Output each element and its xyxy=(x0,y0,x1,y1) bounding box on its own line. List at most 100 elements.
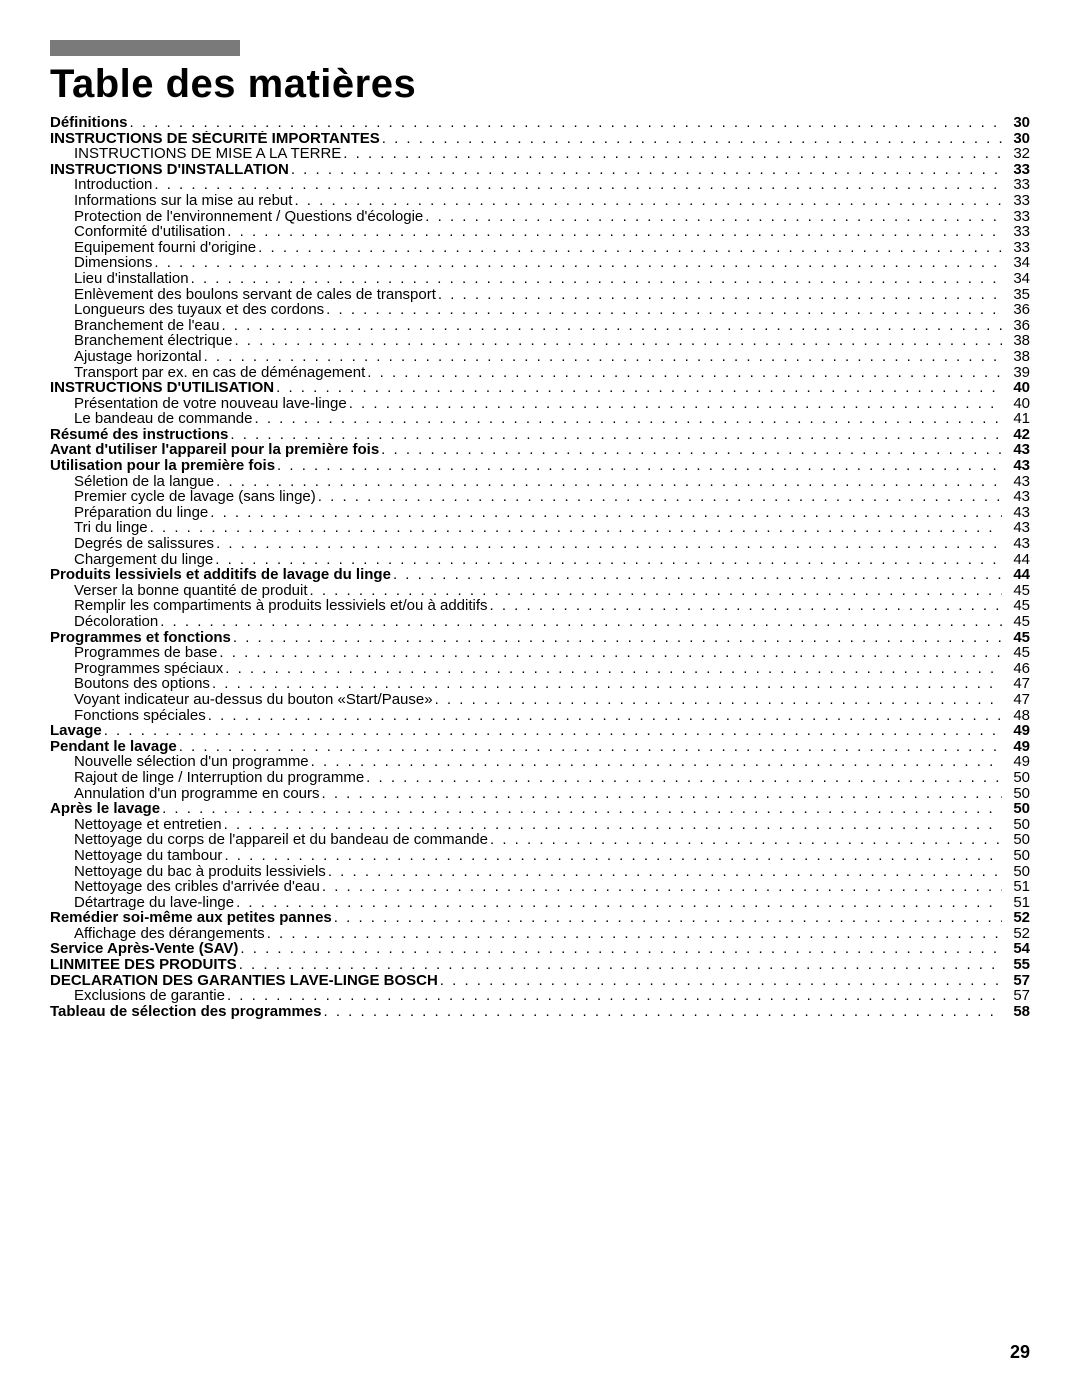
toc-leader xyxy=(252,411,1002,426)
toc-leader xyxy=(237,957,1002,972)
toc-row: Remédier soi-même aux petites pannes52 xyxy=(50,910,1030,926)
toc-row: Après le lavage50 xyxy=(50,801,1030,817)
toc-page: 57 xyxy=(1002,973,1030,988)
toc-row: Premier cycle de lavage (sans linge)43 xyxy=(50,489,1030,505)
toc-leader xyxy=(210,676,1002,691)
toc-leader xyxy=(379,442,1002,457)
toc-leader xyxy=(234,895,1002,910)
toc-row: Pendant le lavage49 xyxy=(50,739,1030,755)
toc-label: Boutons des options xyxy=(50,676,210,691)
toc-label: Nettoyage des cribles d'arrivée d'eau xyxy=(50,879,320,894)
page-number: 29 xyxy=(1010,1342,1030,1363)
toc-leader xyxy=(214,536,1002,551)
toc-page: 33 xyxy=(1002,193,1030,208)
toc-leader xyxy=(308,583,1002,598)
toc-page: 33 xyxy=(1002,209,1030,224)
toc-leader xyxy=(152,177,1002,192)
toc-row: Résumé des instructions42 xyxy=(50,427,1030,443)
toc-label: Préparation du linge xyxy=(50,505,208,520)
toc-row: Ajustage horizontal38 xyxy=(50,349,1030,365)
toc-row: Boutons des options47 xyxy=(50,676,1030,692)
toc-label: Présentation de votre nouveau lave-linge xyxy=(50,396,347,411)
toc-leader xyxy=(265,926,1002,941)
toc-row: Rajout de linge / Interruption du progra… xyxy=(50,770,1030,786)
toc-label: Affichage des dérangements xyxy=(50,926,265,941)
toc-page: 57 xyxy=(1002,988,1030,1003)
toc-row: Remplir les compartiments à produits les… xyxy=(50,598,1030,614)
toc-row: INSTRUCTIONS DE MISE A LA TERRE32 xyxy=(50,146,1030,162)
toc-label: INSTRUCTIONS D'UTILISATION xyxy=(50,380,274,395)
toc-page: 33 xyxy=(1002,162,1030,177)
toc-leader xyxy=(222,817,1002,832)
toc-label: Fonctions spéciales xyxy=(50,708,206,723)
toc-leader xyxy=(380,131,1002,146)
toc-row: Tri du linge43 xyxy=(50,520,1030,536)
toc-leader xyxy=(320,879,1002,894)
toc-page: 43 xyxy=(1002,505,1030,520)
toc-page: 45 xyxy=(1002,583,1030,598)
toc-leader xyxy=(206,708,1002,723)
toc-page: 41 xyxy=(1002,411,1030,426)
toc-label: Nettoyage et entretien xyxy=(50,817,222,832)
toc-page: 49 xyxy=(1002,723,1030,738)
toc-row: Dimensions34 xyxy=(50,255,1030,271)
toc-page: 39 xyxy=(1002,365,1030,380)
toc-label: Transport par ex. en cas de déménagement xyxy=(50,365,365,380)
toc-leader xyxy=(438,973,1002,988)
toc-row: Le bandeau de commande 41 xyxy=(50,411,1030,427)
toc-page: 33 xyxy=(1002,177,1030,192)
toc-page: 38 xyxy=(1002,333,1030,348)
toc-page: 45 xyxy=(1002,598,1030,613)
toc-label: Le bandeau de commande xyxy=(50,411,252,426)
toc-leader xyxy=(189,271,1002,286)
toc-row: Affichage des dérangements 52 xyxy=(50,926,1030,942)
toc-leader xyxy=(326,864,1002,879)
toc-leader xyxy=(488,598,1002,613)
toc-leader xyxy=(341,146,1002,161)
toc-leader xyxy=(275,458,1002,473)
toc-row: Préparation du linge 43 xyxy=(50,505,1030,521)
toc-row: Service Après-Vente (SAV)54 xyxy=(50,941,1030,957)
toc-row: Equipement fourni d'origine33 xyxy=(50,240,1030,256)
toc-label: Nettoyage du bac à produits lessiviels xyxy=(50,864,326,879)
toc-row: Programmes et fonctions45 xyxy=(50,630,1030,646)
toc-row: Protection de l'environnement / Question… xyxy=(50,209,1030,225)
toc-row: Conformité d'utilisation33 xyxy=(50,224,1030,240)
toc-label: Définitions xyxy=(50,115,128,130)
toc-leader xyxy=(274,380,1002,395)
toc-leader xyxy=(364,770,1002,785)
toc-page: 45 xyxy=(1002,614,1030,629)
toc-page: 43 xyxy=(1002,458,1030,473)
toc-label: Tableau de sélection des programmes xyxy=(50,1004,321,1019)
toc-page: 36 xyxy=(1002,302,1030,317)
toc-leader xyxy=(128,115,1003,130)
toc-row: INSTRUCTIONS D'INSTALLATION33 xyxy=(50,162,1030,178)
toc-label: Programmes spéciaux xyxy=(50,661,223,676)
toc-page: 30 xyxy=(1002,131,1030,146)
toc-row: Produits lessiviels et additifs de lavag… xyxy=(50,567,1030,583)
toc-leader xyxy=(231,630,1002,645)
toc-page: 50 xyxy=(1002,817,1030,832)
toc-page: 52 xyxy=(1002,926,1030,941)
toc-page: 49 xyxy=(1002,739,1030,754)
toc-page: 47 xyxy=(1002,692,1030,707)
toc-row: Informations sur la mise au rebut33 xyxy=(50,193,1030,209)
toc-label: Résumé des instructions xyxy=(50,427,228,442)
toc-leader xyxy=(320,786,1002,801)
toc-leader xyxy=(347,396,1002,411)
toc-label: Service Après-Vente (SAV) xyxy=(50,941,238,956)
toc-row: Voyant indicateur au-dessus du bouton «S… xyxy=(50,692,1030,708)
toc-label: Remédier soi-même aux petites pannes xyxy=(50,910,332,925)
toc-label: Voyant indicateur au-dessus du bouton «S… xyxy=(50,692,433,707)
toc-leader xyxy=(213,552,1002,567)
toc-row: Branchement électrique38 xyxy=(50,333,1030,349)
toc-label: Décoloration xyxy=(50,614,158,629)
toc-row: Exclusions de garantie57 xyxy=(50,988,1030,1004)
toc-leader xyxy=(208,505,1002,520)
toc-label: DECLARATION DES GARANTIES LAVE-LINGE BOS… xyxy=(50,973,438,988)
toc-leader xyxy=(321,1004,1002,1019)
toc-label: Nettoyage du tambour xyxy=(50,848,222,863)
toc-label: Rajout de linge / Interruption du progra… xyxy=(50,770,364,785)
toc-leader xyxy=(324,302,1002,317)
toc-row: Nettoyage des cribles d'arrivée d'eau51 xyxy=(50,879,1030,895)
